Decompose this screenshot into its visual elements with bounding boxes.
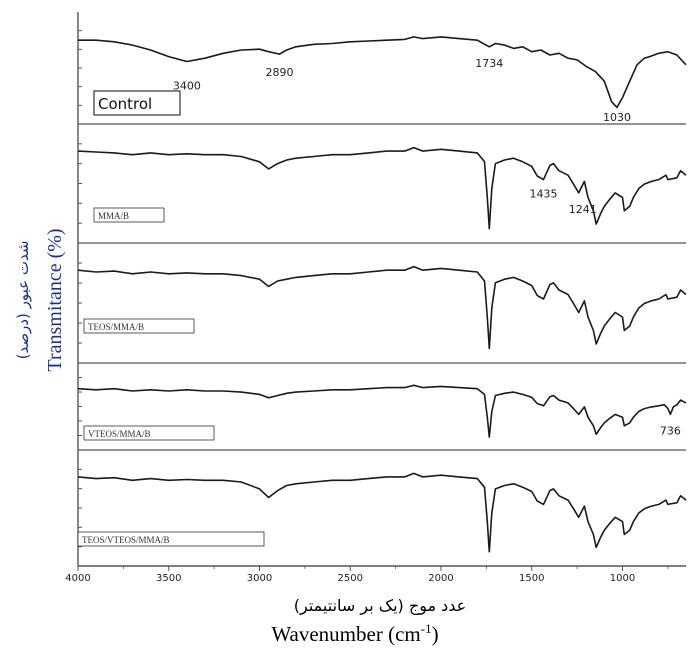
x-axis-label-main: Wavenumber (cm [271, 622, 420, 646]
x-tick-label: 2500 [338, 573, 363, 584]
peak-label: 1241 [569, 203, 597, 216]
x-axis-label: Wavenumber (cm-1) [271, 621, 438, 646]
panel-label: TEOS/VTEOS/MMA/B [82, 535, 170, 545]
peak-label: 3400 [173, 80, 201, 93]
panel-label: VTEOS/MMA/B [88, 429, 151, 439]
y-axis-label-persian: شدت عبور (درصد) [14, 241, 32, 360]
panel-label-box [93, 90, 181, 116]
panel-label: MMA/B [98, 211, 129, 221]
x-axis-ticks: 4000 3500 3000 2500 2000 1500 1000 [65, 566, 669, 584]
x-tick-label: 3000 [247, 573, 272, 584]
series-line-3 [77, 265, 687, 350]
x-tick-label: 1000 [610, 573, 635, 584]
x-axis-label-end: ) [432, 622, 439, 646]
series-line-4 [77, 384, 687, 438]
peak-label: 1030 [603, 111, 631, 124]
peak-label: 1734 [475, 57, 503, 70]
panel-label: Control [98, 95, 152, 113]
panel-label: TEOS/MMA/B [88, 322, 144, 332]
panel-label-box [83, 318, 195, 334]
x-tick-label: 2000 [428, 573, 453, 584]
panel-label-box [83, 425, 215, 441]
panel-frames [77, 12, 686, 567]
x-axis-label-persian: عدد موج (یک بر سانتیمتر) [294, 596, 466, 616]
x-tick-label: 4000 [65, 573, 90, 584]
panel-label-box [93, 207, 165, 223]
y-axis-label: Transmitance (%) [44, 228, 66, 371]
peak-label: 2890 [265, 66, 293, 79]
panel-label-box [77, 531, 265, 547]
panel-labels: Control MMA/B TEOS/MMA/B VTEOS/MMA/B TEOS/VT… [77, 90, 265, 547]
spectrum-lines [77, 36, 687, 553]
peak-annotations: 3400 2890 1734 1030 1435 1241 736 [173, 57, 681, 438]
peak-label: 736 [660, 424, 681, 437]
series-line-1 [78, 36, 687, 109]
x-tick-label: 1500 [519, 573, 544, 584]
peak-label: 1435 [530, 188, 558, 201]
series-line-2 [77, 146, 687, 230]
x-tick-label: 3500 [156, 573, 181, 584]
series-line-5 [77, 472, 687, 553]
x-axis-label-superscript: -1 [421, 621, 432, 636]
